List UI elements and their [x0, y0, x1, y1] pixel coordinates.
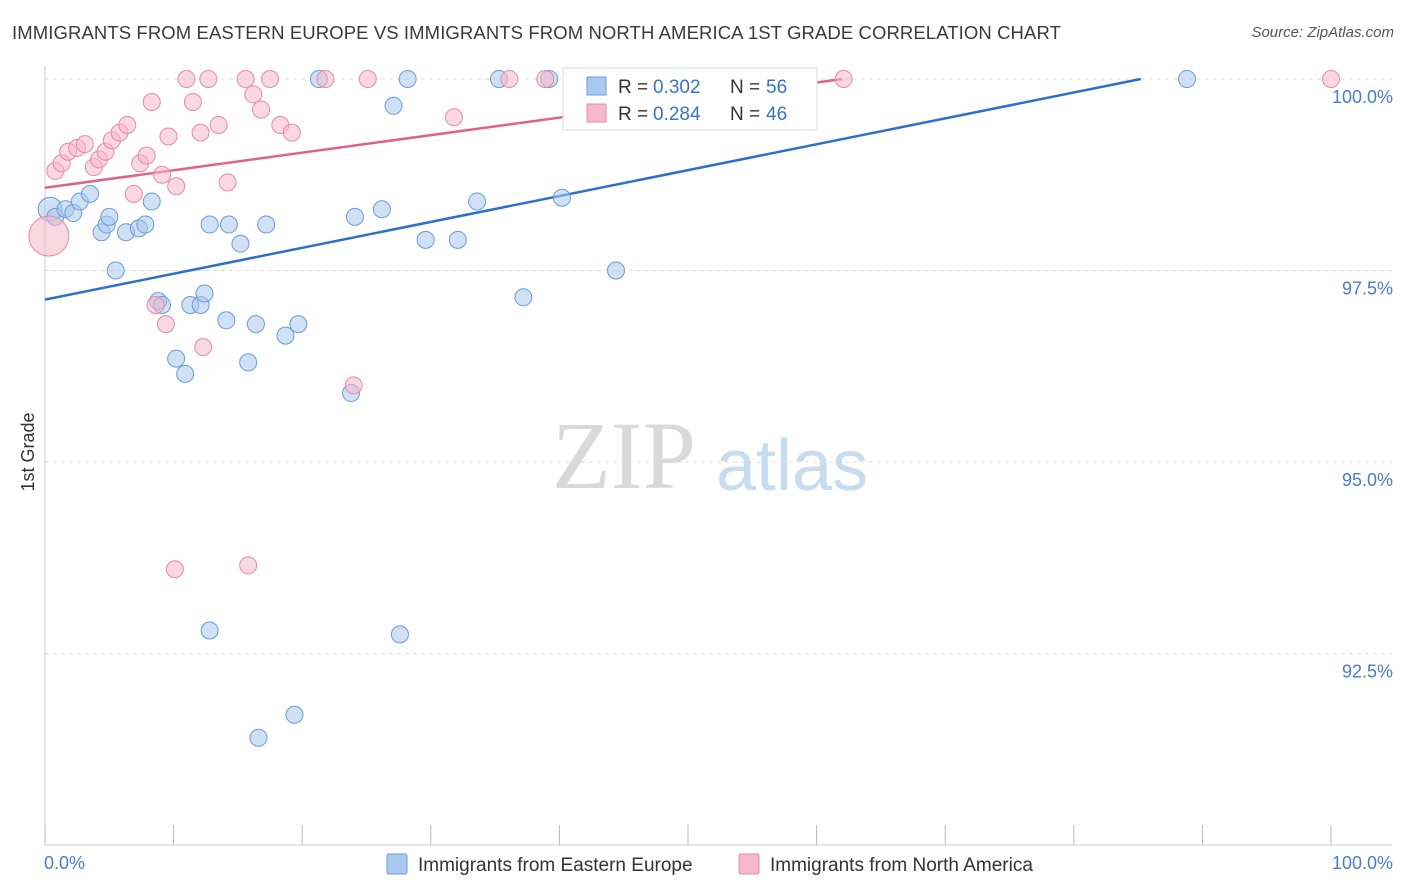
data-points [28, 70, 1340, 747]
point-pink-43 [156, 315, 175, 334]
legend-swatch-pink [586, 103, 607, 123]
chart-source: Source: ZipAtlas.com [1251, 24, 1394, 41]
point-blue-32 [345, 207, 364, 226]
point-blue-38 [468, 192, 487, 211]
point-pink-28 [261, 70, 280, 88]
y-tick-label-3: 92.5% [1342, 662, 1393, 682]
point-blue-35 [398, 70, 417, 88]
bottom-legend-swatch-pink [738, 853, 760, 875]
chart-title: IMMIGRANTS FROM EASTERN EUROPE VS IMMIGR… [12, 22, 1061, 43]
watermark-atlas: atlas [716, 426, 868, 506]
point-blue-28 [276, 326, 295, 345]
point-pink-35 [500, 70, 519, 88]
point-blue-22 [239, 353, 258, 372]
point-blue-16 [167, 349, 186, 368]
point-pink-15 [142, 92, 161, 111]
legend-n-label-1: N = [730, 77, 760, 98]
point-pink-21 [191, 123, 210, 142]
point-blue-8 [100, 207, 119, 226]
point-pink-20 [183, 92, 202, 111]
point-pink-18 [167, 177, 186, 196]
point-pink-24 [218, 173, 237, 192]
x-tick-label-1: 100.0% [1332, 853, 1393, 873]
point-pink-30 [282, 123, 301, 142]
point-blue-27 [231, 234, 250, 253]
point-pink-36 [536, 70, 555, 88]
point-pink-22 [199, 70, 218, 88]
legend-swatch-blue [586, 76, 607, 96]
stats-legend: R = 0.302 N = 56 R = 0.284 N = 46 [562, 67, 818, 131]
point-blue-26 [257, 215, 276, 234]
legend-r-value-2: 0.284 [653, 104, 701, 125]
point-blue-20 [195, 284, 214, 303]
point-blue-9 [106, 261, 125, 280]
legend-r-value-1: 0.302 [653, 77, 701, 98]
point-pink-16 [153, 165, 172, 184]
legend-n-value-2: 46 [766, 104, 787, 125]
watermark: ZIP atlas [552, 402, 868, 509]
point-blue-52 [200, 621, 219, 640]
point-pink-41 [1322, 70, 1340, 88]
point-blue-5 [81, 184, 100, 203]
point-pink-33 [344, 376, 363, 395]
point-pink-5 [75, 135, 94, 154]
point-blue-17 [176, 364, 195, 383]
point-blue-41 [606, 261, 625, 280]
series-legend: Immigrants from Eastern Europe Immigrant… [386, 853, 1033, 876]
point-pink-34 [444, 108, 463, 127]
x-tick-label-0: 0.0% [44, 853, 85, 873]
legend-r-label-2: R = [618, 104, 648, 125]
point-blue-33 [372, 200, 391, 219]
legend-n-value-1: 56 [766, 77, 787, 98]
point-blue-37 [448, 230, 467, 249]
point-pink-12 [124, 184, 143, 203]
legend-n-label-2: N = [730, 104, 760, 125]
point-blue-39 [514, 288, 533, 307]
y-axis-label: 1st Grade [18, 412, 38, 491]
y-tick-label-1: 97.5% [1342, 279, 1393, 299]
point-pink-42 [146, 295, 165, 314]
bottom-legend-swatch-blue [386, 853, 408, 875]
point-pink-14 [137, 146, 156, 165]
point-blue-23 [246, 315, 265, 334]
point-blue-13 [142, 192, 161, 211]
point-blue-12 [136, 215, 155, 234]
point-pink-23 [209, 115, 228, 134]
point-pink-11 [118, 115, 137, 134]
point-pink-31 [316, 70, 335, 88]
point-pink-45 [165, 560, 184, 579]
point-blue-24 [200, 215, 219, 234]
point-blue-34 [384, 96, 403, 115]
bottom-legend-label-1: Immigrants from Eastern Europe [418, 855, 693, 876]
point-blue-21 [217, 311, 236, 330]
watermark-zip: ZIP [552, 402, 696, 509]
point-pink-25 [236, 70, 255, 88]
trend-line-blue [44, 77, 1142, 301]
point-blue-55 [285, 705, 304, 724]
point-blue-36 [416, 230, 435, 249]
point-pink-46 [239, 556, 258, 575]
point-blue-40 [552, 188, 571, 207]
y-tick-labels: 100.0% 97.5% 95.0% 92.5% [1332, 87, 1393, 682]
y-tick-label-0: 100.0% [1332, 87, 1393, 107]
point-pink-17 [159, 127, 178, 146]
point-pink-27 [252, 100, 271, 119]
point-blue-25 [219, 215, 238, 234]
bottom-legend-label-2: Immigrants from North America [770, 855, 1033, 876]
point-pink-40 [834, 70, 853, 88]
point-blue-54 [249, 728, 268, 747]
y-tick-label-2: 95.0% [1342, 470, 1393, 490]
point-pink-26 [244, 85, 263, 104]
legend-r-label-1: R = [618, 77, 648, 98]
point-pink-0 [28, 215, 70, 257]
point-blue-29 [289, 315, 308, 334]
point-pink-44 [194, 338, 213, 357]
point-blue-51 [1177, 70, 1196, 88]
point-blue-53 [390, 625, 409, 644]
axes [44, 66, 1392, 846]
point-pink-32 [358, 70, 377, 88]
point-pink-19 [177, 70, 196, 88]
x-tick-labels: 0.0% 100.0% [44, 853, 1393, 873]
